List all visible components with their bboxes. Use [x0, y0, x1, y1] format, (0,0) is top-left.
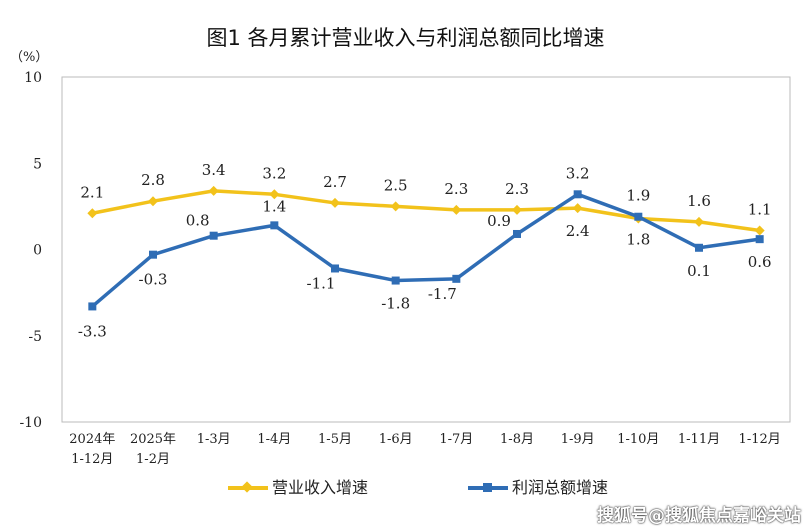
x-tick-label: 1-12月	[739, 432, 781, 447]
data-point-profit	[88, 302, 97, 311]
data-point-profit	[270, 221, 279, 230]
data-point-profit	[149, 250, 157, 259]
data-point-profit	[634, 212, 643, 221]
plot-area	[61, 76, 791, 423]
legend-item: 营业收入增速	[228, 478, 368, 498]
data-label: 3.4	[202, 161, 226, 179]
data-label: 2.1	[80, 183, 104, 201]
data-label: 1.1	[748, 201, 772, 219]
data-point-revenue	[330, 197, 340, 208]
data-point-revenue	[572, 203, 583, 214]
data-point-profit	[755, 235, 764, 244]
legend: 营业收入增速 利润总额增速	[0, 478, 811, 498]
data-label: -1.8	[381, 295, 410, 313]
data-point-profit	[391, 276, 400, 285]
series-line-2	[91, 192, 760, 308]
y-tick-label: -10	[19, 415, 42, 431]
x-tick-label: 1-6月	[379, 432, 413, 447]
data-label: 1.4	[262, 197, 286, 215]
chart-title: 图1 各月累计营业收入与利润总额同比增速	[206, 26, 605, 50]
x-tick-label: 2025年	[130, 432, 176, 447]
y-tick-label: 0	[33, 243, 42, 259]
data-label: 0.6	[748, 253, 772, 271]
x-tick-label: 1-7月	[439, 432, 473, 447]
data-label: 0.1	[687, 262, 711, 280]
series-line-1	[91, 189, 760, 233]
data-label: 2.8	[141, 171, 165, 189]
x-tick-label: 1-11月	[678, 432, 720, 447]
data-label: 2.4	[566, 222, 590, 240]
square-marker-icon	[483, 483, 492, 492]
data-label: 2.3	[444, 180, 468, 198]
x-tick-label: 1-9月	[561, 432, 595, 447]
data-label: -0.3	[139, 271, 168, 289]
x-tick-label: 1-5月	[318, 432, 352, 447]
data-point-revenue	[208, 185, 219, 196]
data-point-profit	[331, 264, 339, 273]
data-label: 1.8	[626, 230, 650, 248]
data-point-revenue	[754, 225, 765, 236]
data-point-revenue	[512, 204, 522, 215]
y-tick-label: 5	[33, 156, 42, 172]
data-label: 0.9	[487, 212, 511, 230]
y-tick-label: -5	[28, 329, 42, 345]
data-label: 0.8	[186, 212, 210, 230]
data-label: 3.2	[566, 164, 590, 182]
data-point-profit	[209, 231, 218, 240]
data-label: -1.1	[307, 274, 336, 292]
y-tick-label: 10	[24, 70, 42, 86]
data-label: 2.5	[384, 176, 408, 194]
diamond-marker-icon	[241, 481, 253, 493]
data-label: -1.7	[428, 285, 457, 303]
data-point-profit	[452, 274, 461, 283]
y-axis-unit: （%）	[10, 50, 49, 65]
x-tick-label: 1-2月	[136, 452, 170, 467]
data-label: 2.3	[505, 180, 529, 198]
data-point-revenue	[269, 189, 280, 200]
x-tick-label: 1-4月	[257, 432, 291, 447]
data-label: 1.9	[626, 187, 650, 205]
legend-label: 利润总额增速	[512, 478, 609, 497]
data-point-revenue	[694, 216, 704, 227]
data-point-profit	[695, 243, 703, 252]
data-point-profit	[513, 229, 521, 238]
x-tick-label: 1-3月	[197, 432, 231, 447]
x-tick-label: 1-10月	[617, 432, 659, 447]
data-label: 1.6	[687, 192, 711, 210]
data-label: -3.3	[78, 322, 107, 340]
data-point-revenue	[390, 201, 401, 212]
data-point-revenue	[148, 196, 158, 207]
data-label: 2.7	[323, 173, 347, 191]
watermark: 搜狐号@搜狐焦点嘉峪关站	[597, 506, 801, 526]
x-tick-label: 1-8月	[500, 432, 534, 447]
data-point-revenue	[451, 204, 462, 215]
data-label: 3.2	[262, 164, 286, 182]
legend-item: 利润总额增速	[468, 478, 608, 498]
x-tick-label: 1-12月	[71, 452, 113, 467]
data-point-revenue	[87, 208, 98, 219]
data-point-profit	[573, 190, 582, 199]
x-tick-label: 2024年	[69, 432, 115, 447]
legend-label: 营业收入增速	[272, 478, 369, 497]
legend-swatch	[228, 481, 268, 493]
legend-swatch	[468, 483, 508, 492]
